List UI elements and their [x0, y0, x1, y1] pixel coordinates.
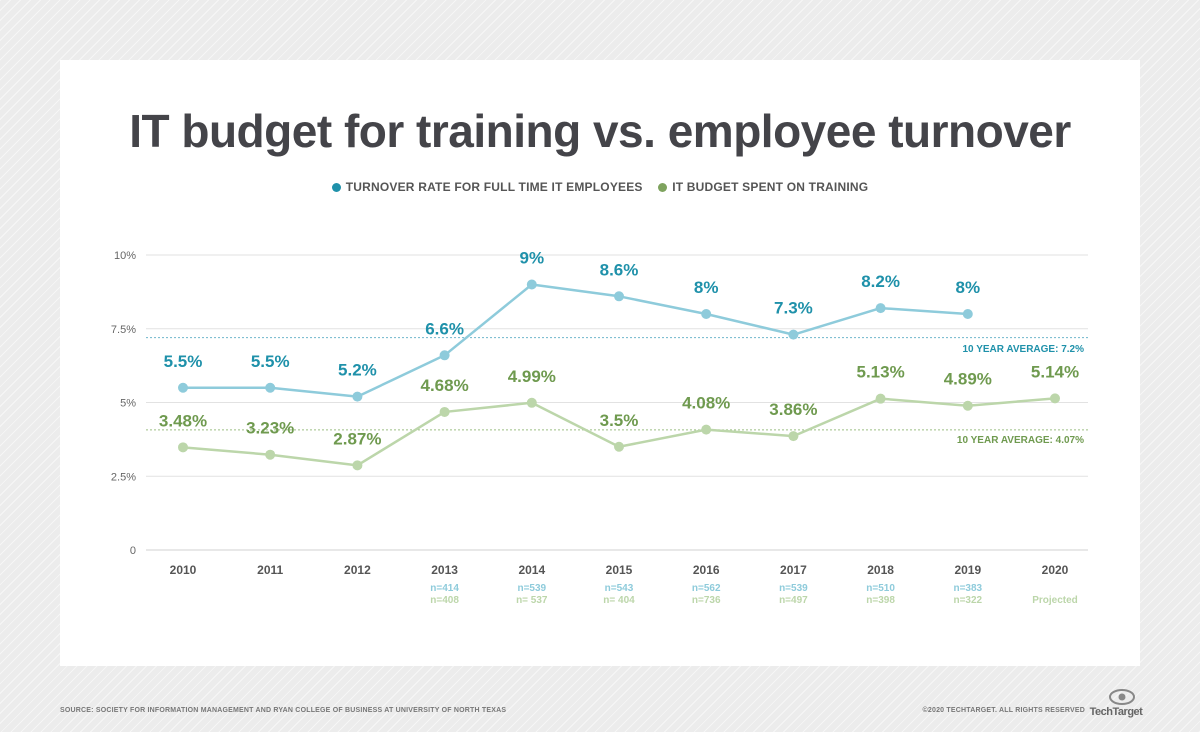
sample-size-label: n=539	[779, 583, 808, 594]
data-label: 4.08%	[682, 394, 730, 413]
data-point	[788, 431, 799, 442]
data-label: 5.13%	[856, 363, 904, 382]
legend-label-training: IT BUDGET SPENT ON TRAINING	[672, 180, 869, 194]
average-label: 10 YEAR AVERAGE: 4.07%	[957, 435, 1084, 446]
sample-size-label: n=398	[866, 595, 895, 606]
chart-card	[60, 60, 1140, 666]
data-label: 5.5%	[251, 352, 290, 371]
data-point	[614, 291, 624, 302]
legend-dot-turnover	[331, 182, 341, 192]
data-point	[352, 460, 363, 471]
legend-label-turnover: TURNOVER RATE FOR FULL TIME IT EMPLOYEES	[345, 180, 643, 194]
data-point	[875, 393, 886, 404]
legend-item-turnover: TURNOVER RATE FOR FULL TIME IT EMPLOYEES	[331, 180, 643, 194]
x-tick-label: 2020	[1042, 563, 1069, 577]
x-tick-label: 2019	[954, 563, 981, 577]
logo-text: TechTarget	[1089, 706, 1143, 718]
sample-size-label: n=408	[430, 595, 459, 606]
sample-size-label: n=383	[953, 583, 982, 594]
axis-layer: 0 2.5% 5% 7.5% 10% 2010 2011 2012 2013 2014 2015 20…	[111, 250, 1078, 606]
y-tick-label: 2.5%	[111, 471, 136, 483]
data-point	[701, 424, 712, 435]
y-tick-label: 5%	[120, 398, 136, 410]
series-line	[183, 283, 968, 398]
copyright-note: ©2020 TECHTARGET. ALL RIGHTS RESERVED	[922, 707, 1085, 714]
data-label: 5.14%	[1031, 362, 1079, 381]
sample-size-label: n=543	[605, 583, 634, 594]
data-label: 5.5%	[164, 352, 203, 371]
data-point	[352, 391, 363, 402]
legend-dot-training	[658, 182, 668, 192]
data-point	[1050, 393, 1060, 404]
source-note: SOURCE: SOCIETY FOR INFORMATION MANAGEME…	[60, 707, 507, 714]
data-label: 6.6%	[425, 319, 464, 338]
x-tick-label: 2014	[518, 563, 545, 577]
data-label: 3.23%	[246, 419, 294, 438]
sample-size-label: n=736	[692, 595, 721, 606]
data-label: 4.68%	[420, 376, 468, 395]
data-point	[962, 400, 973, 411]
data-point	[178, 382, 188, 393]
label-layer: 5.5% 5.5% 5.2% 6.6% 9% 8.6% 8% 7.3% 8.2% 8% 3.48% 3…	[159, 249, 1079, 449]
data-point	[788, 329, 799, 340]
sample-size-label: n= 404	[603, 595, 635, 606]
data-point	[526, 397, 537, 408]
data-point	[875, 303, 886, 314]
sample-size-label: n= 537	[516, 595, 548, 606]
data-label: 4.89%	[944, 370, 992, 389]
x-tick-label: 2010	[170, 563, 197, 577]
data-label: 3.48%	[159, 411, 207, 430]
data-label: 8.2%	[861, 272, 900, 291]
data-point	[265, 449, 276, 460]
sample-size-label: n=414	[430, 583, 459, 594]
sample-size-label: n=562	[692, 583, 721, 594]
x-tick-label: 2012	[344, 563, 371, 577]
data-point	[701, 309, 712, 319]
series-layer	[178, 279, 1060, 471]
data-point	[962, 309, 973, 319]
data-point	[439, 350, 450, 361]
series-line	[182, 397, 1056, 467]
y-tick-label: 0	[130, 545, 136, 557]
y-tick-label: 10%	[114, 250, 136, 262]
sample-size-label: n=539	[517, 583, 546, 594]
legend-item-training: IT BUDGET SPENT ON TRAINING	[658, 180, 868, 194]
data-label: 2.87%	[333, 429, 381, 448]
data-label: 9%	[520, 249, 545, 268]
x-tick-label: 2017	[780, 563, 807, 577]
eye-icon	[1109, 689, 1135, 705]
sample-size-label: n=322	[953, 595, 982, 606]
average-layer: 10 YEAR AVERAGE: 7.2% 10 YEAR AVERAGE: 4.…	[146, 337, 1088, 446]
data-label: 8%	[694, 278, 719, 297]
chart-legend: TURNOVER RATE FOR FULL TIME IT EMPLOYEES…	[0, 180, 1200, 195]
data-label: 3.5%	[600, 411, 639, 430]
y-tick-label: 7.5%	[111, 324, 136, 336]
data-label: 7.3%	[774, 299, 813, 318]
data-label: 3.86%	[769, 400, 817, 419]
data-label: 5.2%	[338, 361, 377, 380]
data-point	[526, 279, 537, 290]
x-tick-label: 2013	[431, 563, 458, 577]
data-point	[439, 406, 450, 417]
data-label: 4.99%	[508, 367, 556, 386]
sample-size-label: Projected	[1032, 595, 1078, 606]
data-point	[614, 441, 624, 452]
x-tick-label: 2018	[867, 563, 894, 577]
sample-size-label: n=497	[779, 595, 808, 606]
x-tick-label: 2011	[257, 563, 283, 577]
sample-size-label: n=510	[866, 583, 895, 594]
average-label: 10 YEAR AVERAGE: 7.2%	[962, 344, 1084, 355]
techtarget-logo: TechTarget	[1088, 688, 1144, 718]
data-label: 8%	[956, 278, 981, 297]
chart-title: IT budget for training vs. employee turn…	[129, 105, 1071, 157]
data-point	[265, 382, 276, 393]
data-point	[178, 442, 188, 453]
x-tick-label: 2015	[606, 563, 633, 577]
data-label: 8.6%	[600, 260, 639, 279]
x-tick-label: 2016	[693, 563, 720, 577]
